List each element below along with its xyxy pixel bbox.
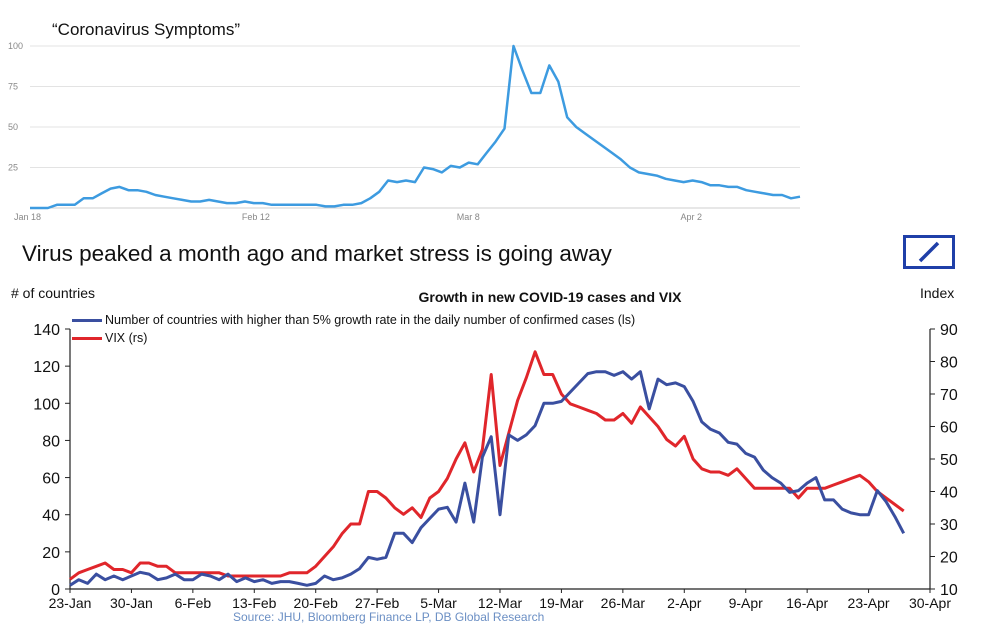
left-tick-label: 20 <box>42 545 60 562</box>
x-tick-label: 9-Apr <box>729 595 764 611</box>
x-tick-label: 12-Mar <box>478 595 523 611</box>
x-tick-label: 20-Feb <box>294 595 339 611</box>
right-tick-label: 40 <box>940 485 958 502</box>
right-tick-label: 30 <box>940 517 958 534</box>
y-tick-label: 75 <box>8 82 18 92</box>
right-tick-label: 10 <box>940 582 958 599</box>
y-tick-label: 50 <box>8 122 18 132</box>
deutsche-bank-logo-icon <box>903 235 955 269</box>
x-tick-label: 23-Jan <box>49 595 92 611</box>
x-tick-label: 16-Apr <box>786 595 828 611</box>
legend-swatch-countries <box>72 319 102 323</box>
legend-swatch-vix <box>72 337 102 341</box>
x-tick-label: 5-Mar <box>420 595 457 611</box>
left-tick-label: 100 <box>33 396 60 413</box>
vix-line <box>69 350 905 581</box>
left-tick-label: 60 <box>42 471 60 488</box>
left-tick-label: 0 <box>51 582 60 599</box>
left-tick-label: 40 <box>42 508 60 525</box>
x-tick-label: Apr 2 <box>681 212 703 222</box>
x-tick-label: 23-Apr <box>848 595 890 611</box>
trend-line <box>30 44 801 210</box>
x-tick-label: 30-Apr <box>909 595 951 611</box>
x-tick-label: Jan 18 <box>14 212 41 222</box>
right-tick-label: 50 <box>940 452 958 469</box>
right-tick-label: 20 <box>940 550 958 567</box>
x-tick-label: Feb 12 <box>242 212 270 222</box>
countries-line <box>69 370 906 587</box>
left-tick-label: 80 <box>42 433 60 450</box>
x-tick-label: 26-Mar <box>601 595 646 611</box>
x-tick-label: 13-Feb <box>232 595 277 611</box>
left-axis-unit: # of countries <box>11 285 96 301</box>
legend-item-vix: VIX (rs) <box>72 331 147 345</box>
source-note: Source: JHU, Bloomberg Finance LP, DB Gl… <box>233 610 545 624</box>
chart2-title: Growth in new COVID-19 cases and VIX <box>418 289 682 305</box>
x-tick-label: Mar 8 <box>457 212 480 222</box>
x-tick-label: 19-Mar <box>539 595 584 611</box>
y-tick-label: 100 <box>8 41 23 51</box>
headline: Virus peaked a month ago and market stre… <box>22 241 612 266</box>
x-tick-label: 27-Feb <box>355 595 400 611</box>
right-axis-unit: Index <box>920 285 955 301</box>
covid-vix-chart: 0 20 40 60 80 100 120 140 10 20 30 40 50 60 70 80 90 23-J… <box>33 322 958 611</box>
right-tick-label: 90 <box>940 322 958 339</box>
left-tick-label: 120 <box>33 359 60 376</box>
left-tick-label: 140 <box>33 322 60 339</box>
right-tick-label: 70 <box>940 387 958 404</box>
legend-label-countries: Number of countries with higher than 5% … <box>105 313 636 327</box>
chart1-title: “Coronavirus Symptoms” <box>52 20 240 39</box>
legend-label-vix: VIX (rs) <box>105 331 148 345</box>
right-tick-label: 60 <box>940 420 958 437</box>
x-tick-label: 2-Apr <box>667 595 702 611</box>
google-trends-chart: 100 75 50 25 Jan 18 Feb 12 Mar 8 Apr 2 <box>8 41 801 222</box>
x-tick-label: 30-Jan <box>110 595 153 611</box>
x-tick-label: 6-Feb <box>175 595 212 611</box>
right-tick-label: 80 <box>940 355 958 372</box>
y-tick-label: 25 <box>8 163 18 173</box>
legend-item-countries: Number of countries with higher than 5% … <box>72 313 635 327</box>
